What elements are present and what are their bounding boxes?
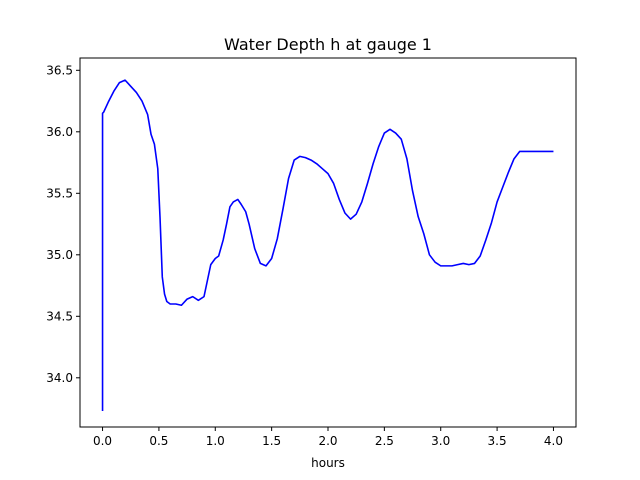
x-tick-label-6: 3.0 <box>431 434 450 448</box>
x-tick-label-1: 0.5 <box>149 434 168 448</box>
x-tick-label-3: 1.5 <box>262 434 281 448</box>
x-tick-label-8: 4.0 <box>544 434 563 448</box>
x-tick-label-4: 2.0 <box>318 434 337 448</box>
chart-title: Water Depth h at gauge 1 <box>224 35 432 54</box>
y-tick-label-2: 35.0 <box>46 248 73 262</box>
y-tick-label-1: 34.5 <box>46 309 73 323</box>
y-tick-label-0: 34.0 <box>46 371 73 385</box>
plot-area <box>79 57 577 428</box>
x-axis-label: hours <box>311 456 345 470</box>
series-line-0 <box>101 79 554 412</box>
x-axis-ticks: 0.0 0.5 1.0 1.5 2.0 2.5 3.0 3.5 4.0 <box>93 427 563 448</box>
y-tick-label-4: 36.0 <box>46 125 73 139</box>
y-tick-label-3: 35.5 <box>46 186 73 200</box>
x-tick-label-7: 3.5 <box>488 434 507 448</box>
axes-background <box>80 58 576 427</box>
x-tick-label-2: 1.0 <box>206 434 225 448</box>
x-tick-label-0: 0.0 <box>93 434 112 448</box>
y-tick-label-5: 36.5 <box>46 63 73 77</box>
x-tick-label-5: 2.5 <box>375 434 394 448</box>
y-axis-ticks: 34.0 34.5 35.0 35.5 36.0 36.5 <box>46 63 80 385</box>
series-group <box>101 79 554 412</box>
